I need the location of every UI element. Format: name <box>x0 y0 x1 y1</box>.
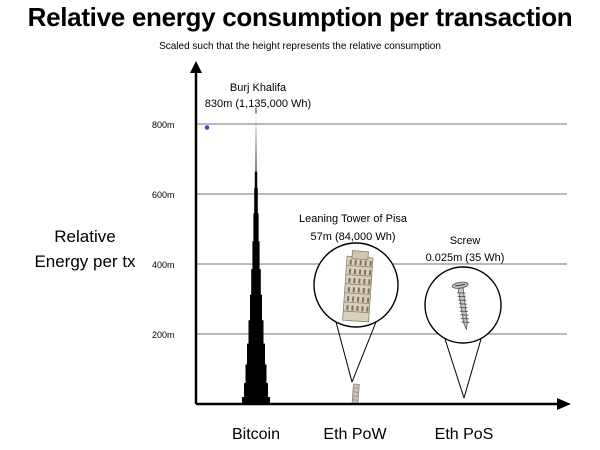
bar-bitcoin <box>242 113 270 404</box>
annotation-pisa-value: 57m (84,000 Wh) <box>311 231 396 243</box>
screw-magnifier <box>424 266 502 399</box>
y-tick-label: 400m <box>152 260 175 270</box>
bars <box>242 107 465 405</box>
chart-subtitle: Scaled such that the height represents t… <box>159 41 441 52</box>
y-axis-label-line-1: Relative <box>54 227 116 246</box>
chart-title: Relative energy consumption per transact… <box>27 2 573 32</box>
y-axis-label-line-2: Energy per tx <box>34 252 136 271</box>
annotation-screw-name: Screw <box>450 235 481 247</box>
x-category-label: Eth PoW <box>323 426 387 443</box>
y-tick-label: 200m <box>152 330 175 340</box>
x-axis-arrow-icon <box>557 398 571 410</box>
axes <box>190 61 571 410</box>
bar-eth-pow <box>351 383 360 405</box>
screw-icon <box>451 281 470 330</box>
x-category-label: Bitcoin <box>232 426 280 443</box>
x-category-label: Eth PoS <box>435 426 494 443</box>
annotation-burj-name: Burj Khalifa <box>230 82 287 94</box>
leaning-tower-icon <box>342 250 374 323</box>
y-tick-labels: 200m 400m 600m 800m <box>152 120 175 340</box>
marker-point <box>204 125 210 130</box>
annotation-pisa-name: Leaning Tower of Pisa <box>299 213 408 225</box>
annotation-burj-value: 830m (1,135,000 Wh) <box>205 98 311 110</box>
y-axis-label: Relative Energy per tx <box>0 224 170 274</box>
x-category-labels: Bitcoin Eth PoW Eth PoS <box>232 426 493 443</box>
y-axis-arrow-icon <box>190 61 202 73</box>
y-tick-label: 800m <box>152 120 175 130</box>
markers <box>204 125 210 130</box>
annotation-screw-value: 0.025m (35 Wh) <box>426 252 505 264</box>
annotations: Burj Khalifa 830m (1,135,000 Wh) Leaning T… <box>205 82 505 399</box>
pisa-magnifier <box>313 242 399 383</box>
y-tick-label: 600m <box>152 190 175 200</box>
